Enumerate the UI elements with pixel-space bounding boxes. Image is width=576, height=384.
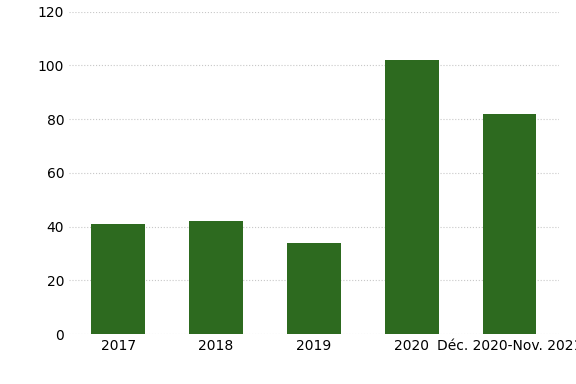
Bar [189, 221, 243, 334]
Bar [483, 114, 536, 334]
Bar [385, 60, 439, 334]
Bar [92, 224, 145, 334]
Bar [287, 243, 341, 334]
